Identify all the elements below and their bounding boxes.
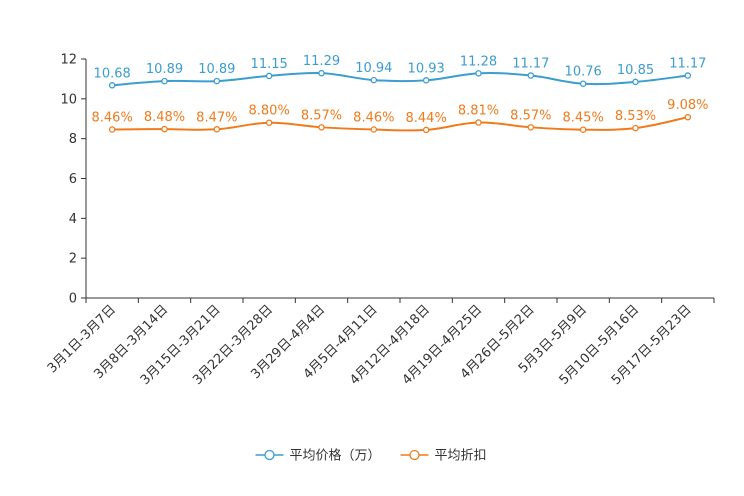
data-label: 9.08%	[667, 98, 708, 113]
y-tick-label: 12	[60, 53, 77, 68]
data-point	[684, 72, 692, 79]
data-point	[579, 80, 587, 87]
data-point	[265, 119, 273, 126]
data-point	[370, 76, 378, 84]
data-point	[108, 82, 116, 89]
data-point	[370, 126, 378, 133]
data-point	[527, 124, 535, 131]
data-label: 10.89	[146, 62, 183, 77]
data-point	[684, 113, 692, 121]
data-label: 10.89	[198, 62, 235, 77]
data-label: 8.57%	[301, 108, 342, 123]
data-label: 11.17	[512, 57, 549, 72]
data-point	[161, 77, 168, 85]
data-point	[422, 77, 430, 84]
data-label: 8.81%	[458, 104, 499, 119]
legend-marker-icon	[409, 449, 420, 461]
data-point	[527, 72, 535, 79]
legend-label[interactable]: 平均价格（万）	[290, 448, 381, 464]
data-point	[475, 70, 482, 77]
data-label: 10.94	[355, 61, 392, 76]
data-label: 8.80%	[249, 104, 290, 119]
y-tick-label: 0	[69, 292, 77, 307]
data-label: 8.44%	[406, 111, 447, 126]
data-label: 8.46%	[92, 111, 133, 126]
data-point	[265, 72, 273, 80]
data-label: 11.28	[460, 54, 497, 69]
data-label: 11.29	[303, 54, 340, 69]
data-label: 8.47%	[196, 110, 237, 125]
data-point	[579, 126, 587, 133]
y-tick-label: 10	[60, 92, 77, 107]
data-point	[318, 124, 325, 131]
data-label: 10.85	[617, 63, 654, 78]
y-tick-label: 4	[69, 212, 77, 227]
data-point	[422, 126, 430, 134]
data-label: 8.48%	[144, 110, 185, 125]
data-label: 8.57%	[510, 108, 551, 123]
data-point	[318, 69, 325, 77]
data-point	[632, 124, 639, 132]
data-point	[475, 119, 482, 126]
data-label: 11.15	[251, 57, 288, 72]
data-label: 10.68	[94, 66, 131, 81]
data-point	[213, 126, 221, 133]
data-label: 8.45%	[563, 111, 604, 126]
data-label: 10.93	[408, 61, 445, 76]
data-label: 8.46%	[353, 111, 394, 126]
data-point	[213, 77, 221, 85]
data-label: 8.53%	[615, 109, 656, 124]
data-point	[161, 125, 168, 133]
y-tick-label: 6	[69, 172, 77, 187]
data-label: 11.17	[669, 57, 706, 72]
data-label: 10.76	[565, 65, 602, 80]
y-tick-label: 8	[69, 132, 77, 147]
data-point	[632, 78, 639, 86]
legend-label[interactable]: 平均折扣	[435, 449, 487, 464]
series-line-2	[112, 116, 689, 132]
y-tick-label: 2	[69, 252, 77, 267]
legend-marker-icon	[264, 449, 275, 461]
series-line-1	[112, 71, 688, 87]
data-point	[108, 126, 116, 133]
